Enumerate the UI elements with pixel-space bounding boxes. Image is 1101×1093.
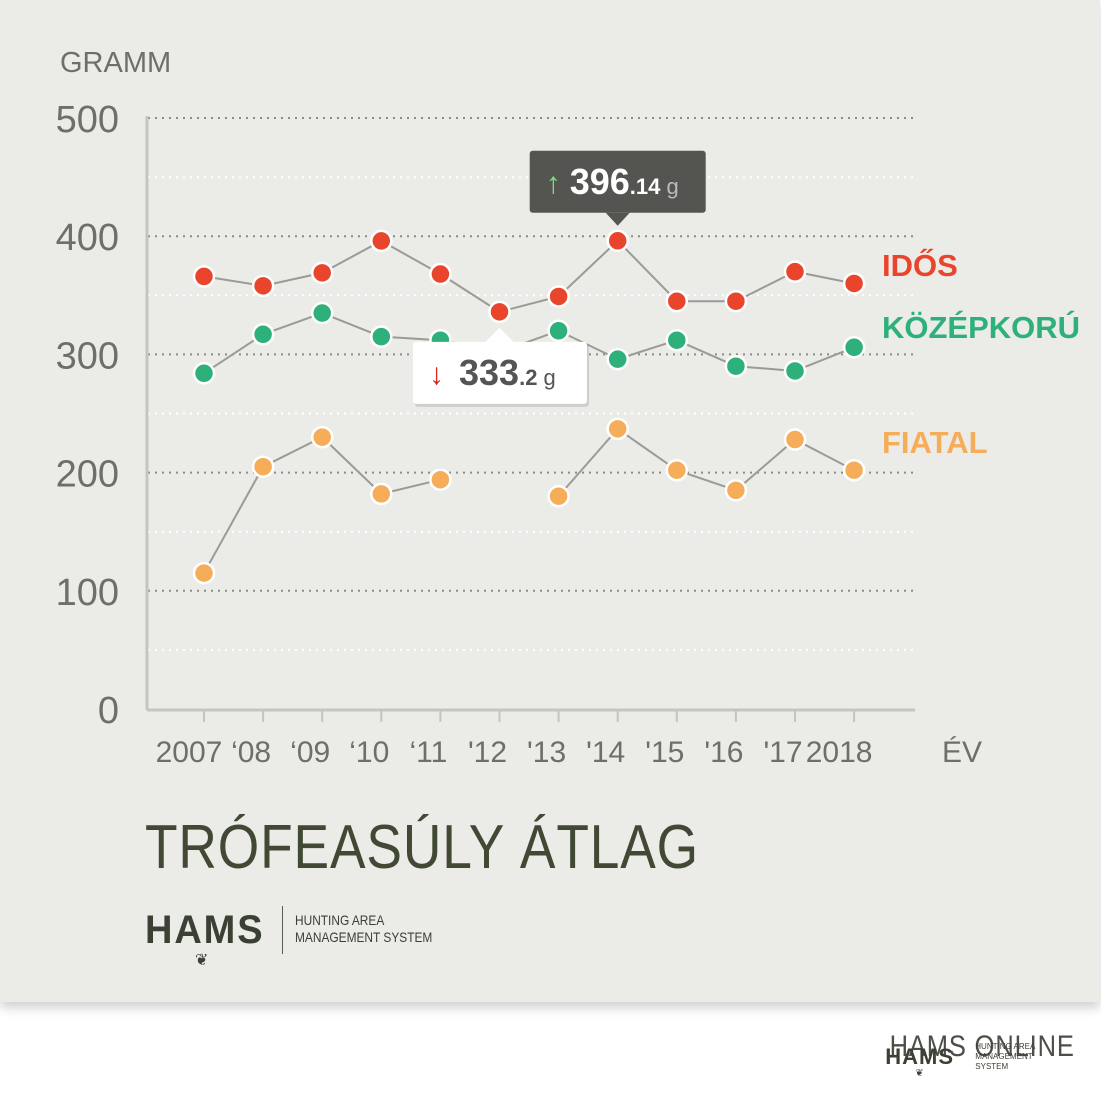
footer-leaf-icon: ❦	[915, 1068, 924, 1079]
up-arrow-icon: ↑	[546, 167, 561, 200]
footer-brand: HAMS ONLINE HAMS ❦ HUNTING AREA MANAGEME…	[857, 1030, 1075, 1079]
y-tick-label: 0	[98, 690, 119, 732]
data-point	[310, 301, 334, 325]
max-value-integer: 396	[570, 161, 630, 202]
x-tick-label: ‘10	[349, 736, 389, 769]
y-tick-label: 100	[56, 572, 119, 614]
brand-tagline-line-2: MANAGEMENT SYSTEM	[295, 929, 433, 945]
data-point	[192, 561, 216, 585]
max-value-unit: g	[660, 174, 678, 199]
data-point	[192, 265, 216, 288]
data-point	[251, 274, 275, 298]
data-point	[842, 336, 866, 359]
brand-divider	[282, 906, 283, 954]
data-point	[842, 458, 866, 482]
data-point	[310, 425, 334, 449]
x-tick-label: ‘08	[231, 736, 271, 769]
x-tick-label: '13	[527, 736, 566, 769]
data-point	[488, 300, 511, 324]
data-point	[192, 362, 216, 385]
data-point	[606, 229, 629, 253]
min-value-unit: g	[537, 365, 555, 390]
x-tick-label: 2007	[156, 736, 223, 769]
x-tick-label: '14	[586, 736, 625, 769]
data-point	[606, 417, 629, 441]
data-point	[665, 328, 689, 352]
min-callout-pointer	[485, 327, 514, 342]
chart-card: 0 100 200 300 400 500 GRAMM 2007 ‘08 ‘09 ‘10 ‘11 '12…	[0, 0, 1100, 1002]
chart-title: TRÓFEASÚLY ÁTLAG	[145, 813, 700, 882]
data-point	[783, 359, 807, 383]
x-tick-label: ‘11	[409, 736, 447, 769]
data-point	[370, 325, 393, 348]
brand-logo: HAMS ❦ HUNTING AREA MANAGEMENT SYSTEM	[145, 906, 432, 969]
series-label: KÖZÉPKORÚ	[882, 309, 1080, 345]
x-tick-label: '16	[704, 736, 743, 769]
data-point	[547, 319, 570, 343]
down-arrow-icon: ↓	[429, 358, 444, 391]
brand-name: HAMS	[145, 908, 265, 952]
series-line-segment	[735, 438, 796, 492]
series-line-segment	[439, 273, 501, 313]
min-value-decimal: .2	[519, 365, 537, 390]
trophy-weight-chart: 0 100 200 300 400 500 GRAMM 2007 ‘08 ‘09 ‘10 ‘11 '12…	[56, 47, 1080, 769]
series-line-segment	[321, 436, 382, 495]
footer-tagline-line-2: MANAGEMENT SYSTEM	[975, 1052, 1033, 1071]
min-callout-box	[413, 341, 587, 404]
max-value-decimal: .14	[630, 174, 661, 199]
data-point	[547, 285, 570, 308]
x-tick-label: '17	[763, 736, 802, 769]
data-point	[724, 354, 748, 378]
series-line-segment	[557, 240, 619, 298]
y-tick-label: 400	[56, 217, 119, 259]
footer-tagline-line-1: HUNTING AREA	[975, 1042, 1036, 1051]
max-callout-pointer	[605, 212, 630, 226]
data-point	[370, 229, 393, 253]
min-callout-value: 333.2 g	[459, 352, 556, 393]
y-tick-label: 300	[56, 335, 119, 377]
series-line-segment	[617, 428, 678, 472]
data-point	[429, 262, 452, 286]
max-callout-box	[529, 150, 706, 213]
series-label: FIATAL	[882, 425, 988, 460]
footer-logo-mark: HAMS	[885, 1044, 955, 1069]
data-point	[310, 261, 334, 285]
data-point	[547, 484, 570, 508]
data-point	[783, 428, 807, 451]
series-line-segment	[557, 428, 619, 497]
y-axis-label: GRAMM	[60, 47, 171, 79]
data-point	[606, 347, 629, 371]
series-line-segment	[380, 240, 441, 275]
x-tick-label: ‘09	[290, 736, 330, 769]
data-point	[429, 468, 452, 491]
x-tick-label: '12	[468, 736, 507, 769]
data-point	[665, 289, 689, 313]
footer-text: HAMS ONLINE	[889, 1030, 1075, 1063]
y-tick-label: 500	[56, 99, 119, 141]
data-point	[370, 482, 393, 506]
x-tick-label: '15	[645, 736, 684, 769]
data-point	[251, 323, 275, 346]
data-point	[724, 289, 748, 313]
footer-tagline: HUNTING AREA MANAGEMENT SYSTEM	[975, 1042, 1065, 1072]
brand-tagline: HUNTING AREA MANAGEMENT SYSTEM	[295, 912, 440, 946]
series-line-segment	[203, 466, 264, 574]
data-point	[724, 479, 748, 502]
data-point	[665, 458, 689, 482]
data-point	[842, 272, 866, 295]
series-line-segment	[616, 240, 678, 302]
max-callout-value: 396.14 g	[570, 161, 679, 202]
data-point	[251, 455, 275, 478]
x-axis-label: ÉV	[942, 736, 982, 769]
oak-leaf-icon: ❦	[195, 952, 209, 969]
brand-tagline-line-1: HUNTING AREA	[295, 912, 385, 928]
min-value-integer: 333	[459, 352, 519, 393]
y-tick-label: 200	[56, 454, 119, 496]
x-tick-label: 2018	[806, 736, 873, 769]
series-label: IDŐS	[882, 247, 958, 283]
data-point	[783, 260, 807, 283]
series-line-segment	[203, 333, 264, 375]
